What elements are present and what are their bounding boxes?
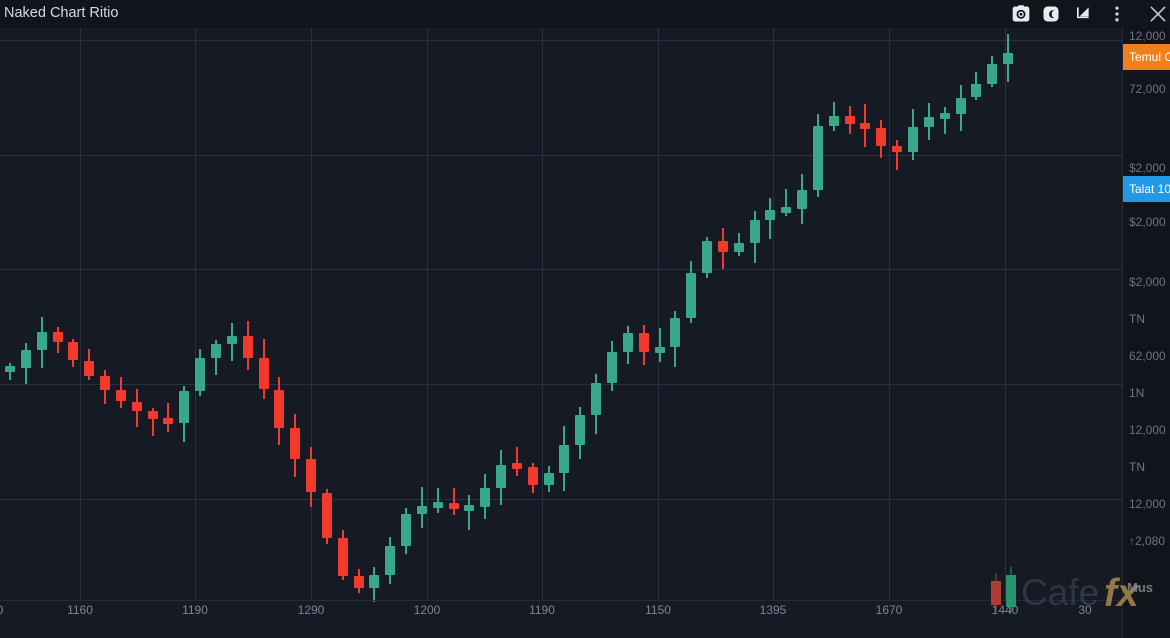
svg-text:Cafe: Cafe bbox=[1021, 572, 1099, 613]
